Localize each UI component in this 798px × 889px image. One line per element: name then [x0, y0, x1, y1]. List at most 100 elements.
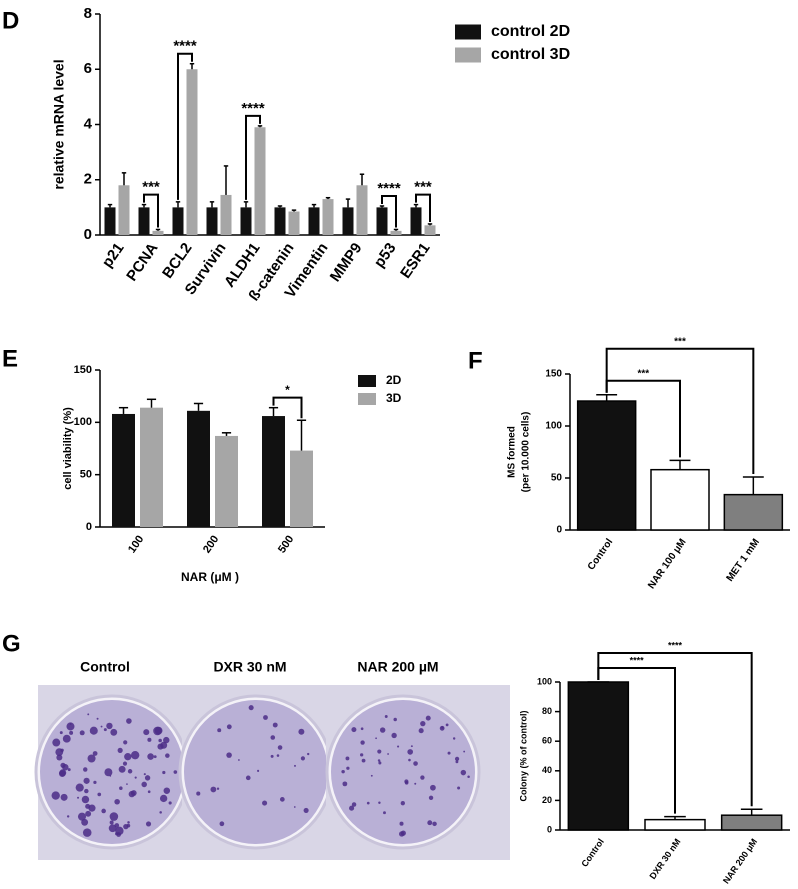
colony	[463, 750, 466, 753]
colony	[217, 728, 222, 733]
x-tick-label: PCNA	[123, 240, 161, 285]
colony	[393, 717, 397, 722]
dish	[331, 700, 475, 844]
bar	[322, 199, 334, 235]
colony	[226, 752, 232, 758]
colony	[173, 770, 178, 774]
x-tick-label: 500	[276, 534, 296, 556]
colony	[159, 794, 168, 803]
colony	[118, 765, 126, 773]
colony	[144, 775, 151, 781]
colony	[216, 787, 220, 790]
bar	[720, 814, 783, 831]
bar	[220, 194, 232, 235]
colony	[245, 775, 251, 781]
x-tick-label: Control	[579, 837, 606, 869]
bar	[567, 681, 630, 831]
colony	[141, 781, 147, 788]
colony	[147, 737, 152, 742]
colony	[414, 782, 417, 785]
bar	[240, 207, 252, 235]
dish	[184, 700, 328, 844]
colony	[257, 769, 260, 772]
bar	[112, 413, 135, 527]
colony	[101, 808, 106, 814]
colony	[147, 753, 154, 760]
colony	[272, 722, 278, 728]
y-tick-label: 100	[545, 421, 562, 432]
bar	[152, 230, 164, 235]
y-tick-label: 20	[542, 795, 552, 805]
colony	[303, 807, 309, 813]
colony	[153, 755, 157, 759]
colony	[104, 768, 113, 777]
colony	[60, 748, 64, 753]
significance-bracket	[272, 396, 303, 419]
y-tick-label: 100	[537, 676, 552, 686]
legend-label: control 3D	[491, 46, 570, 63]
x-tick-label: NAR 100 μM	[646, 537, 688, 591]
bar	[644, 818, 706, 831]
significance-label: ****	[630, 655, 645, 665]
colony	[117, 747, 123, 753]
colony	[60, 762, 66, 768]
colony	[307, 752, 310, 756]
colony	[126, 718, 132, 724]
y-tick-label: 100	[74, 416, 92, 428]
colony	[106, 722, 113, 730]
y-tick-label: 0	[84, 226, 92, 243]
bar	[274, 207, 286, 235]
colony	[378, 761, 382, 765]
colony	[407, 749, 414, 755]
colony-photos	[34, 685, 510, 860]
colony	[360, 740, 365, 745]
colony	[346, 766, 350, 770]
x-tick-label: NAR 200 μM	[721, 837, 759, 886]
colony	[427, 820, 433, 826]
colony	[345, 756, 350, 761]
photo-label: NAR 200 µM	[357, 659, 438, 675]
panel-label: G	[2, 630, 21, 657]
y-tick-label: 4	[84, 115, 93, 132]
colony	[124, 753, 132, 761]
colony	[420, 775, 425, 780]
significance-label: ***	[142, 179, 160, 196]
colony	[447, 751, 451, 755]
colony	[460, 769, 467, 776]
x-tick-label: DXR 30 nM	[647, 837, 682, 881]
legend-label: 2D	[386, 373, 402, 387]
y-tick-label: 6	[84, 60, 92, 77]
y-axis-label: MS formed	[507, 426, 518, 478]
colony	[66, 722, 75, 731]
bar	[186, 69, 198, 235]
colony	[219, 821, 225, 827]
colony	[351, 727, 357, 733]
colony	[418, 728, 424, 734]
colony	[263, 715, 268, 720]
x-tick-label: MET 1 mM	[725, 537, 762, 584]
bar	[262, 416, 285, 527]
y-tick-label: 50	[551, 473, 563, 484]
colony	[168, 801, 172, 805]
colony	[387, 753, 390, 755]
colony	[109, 812, 119, 821]
colony	[248, 705, 254, 711]
x-tick-label: ESR1	[397, 240, 433, 282]
colony	[457, 786, 461, 790]
colony	[238, 759, 240, 761]
y-axis-label: cell viability (%)	[62, 407, 74, 490]
colony	[66, 815, 70, 818]
bar	[390, 230, 402, 235]
colony	[130, 750, 140, 760]
x-axis-label: NAR (μM )	[181, 570, 239, 584]
x-tick-label: MMP9	[327, 240, 366, 285]
legend-swatch	[358, 375, 376, 387]
colony	[79, 730, 85, 736]
y-axis-label: (per 10.000 cells)	[521, 412, 532, 493]
colony	[391, 732, 397, 739]
colony	[126, 823, 131, 828]
bar	[576, 400, 637, 531]
colony	[67, 768, 71, 772]
colony	[158, 738, 162, 743]
bar	[254, 127, 266, 235]
